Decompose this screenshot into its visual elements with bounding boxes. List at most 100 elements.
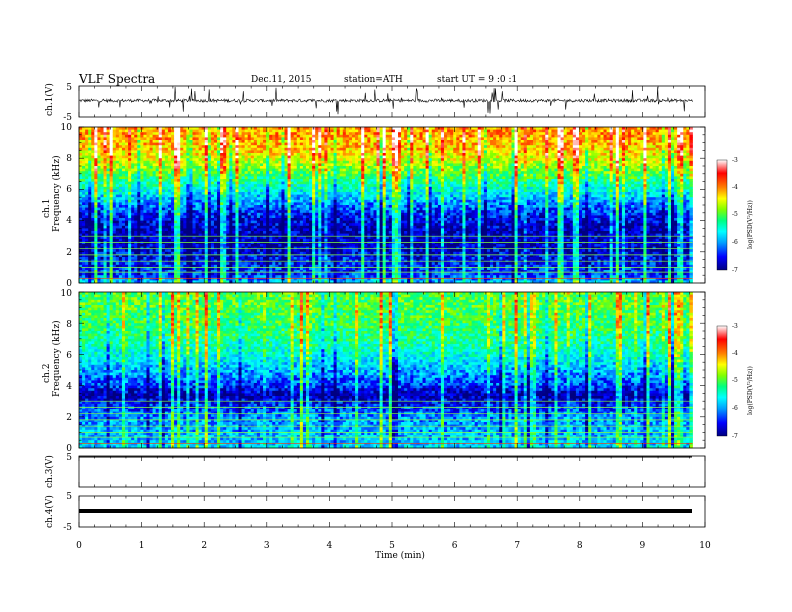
spectrogram-cell	[180, 251, 184, 255]
spectrogram-cell	[112, 231, 117, 234]
spectrogram-cell	[164, 233, 169, 237]
spectrogram-cell	[241, 127, 246, 130]
spectrogram-cell	[229, 257, 233, 260]
spectrogram-cell	[128, 275, 132, 279]
spectrogram-cell	[213, 194, 218, 198]
spectrogram-cell	[177, 220, 181, 224]
spectrogram-cell	[207, 236, 212, 240]
spectrogram-cell	[309, 158, 313, 162]
spectrogram-cell	[309, 249, 313, 253]
spectrogram-cell	[305, 140, 310, 143]
spectrogram-cell	[177, 168, 181, 172]
spectrogram-cell	[315, 275, 319, 279]
spectrogram-cell	[223, 179, 227, 182]
spectrogram-cell	[125, 160, 129, 164]
spectrogram-cell	[287, 197, 292, 201]
spectrogram-cell	[177, 192, 181, 195]
spectrogram-cell	[269, 210, 273, 214]
spectrogram-cell	[278, 134, 282, 138]
spectrogram-cell	[290, 251, 295, 255]
spectrogram-cell	[217, 244, 221, 247]
spectrogram-cell	[134, 153, 138, 156]
spectrogram-cell	[302, 129, 307, 133]
spectrogram-cell	[210, 197, 215, 201]
spectrogram-cell	[198, 189, 203, 193]
spectrogram-cell	[281, 134, 285, 138]
spectrogram-cell	[140, 168, 144, 172]
spectrogram-cell	[177, 246, 181, 250]
spectrogram-cell	[210, 192, 215, 195]
spectrogram-cell	[97, 134, 101, 138]
spectrogram-cell	[330, 127, 334, 130]
spectrogram-cell	[327, 257, 331, 260]
spectrogram-cell	[118, 166, 123, 169]
spectrogram-cell	[167, 246, 172, 250]
spectrogram-cell	[327, 244, 331, 247]
spectrogram-cell	[213, 197, 218, 201]
spectrogram-cell	[143, 176, 147, 180]
spectrogram-cell	[241, 262, 246, 266]
spectrogram-cell	[121, 127, 126, 130]
spectrogram-cell	[192, 275, 196, 279]
spectrogram-cell	[296, 194, 301, 198]
spectrogram-cell	[140, 277, 144, 281]
spectrogram-cell	[266, 210, 270, 214]
spectrogram-cell	[121, 155, 126, 159]
spectrogram-cell	[241, 189, 246, 193]
spectrogram-cell	[247, 238, 252, 242]
spectrogram-cell	[167, 163, 172, 167]
spectrogram-cell	[164, 179, 169, 182]
spectrogram-cell	[137, 215, 141, 219]
spectrogram-cell	[146, 134, 150, 138]
spectrogram-cell	[315, 181, 319, 185]
spectrogram-cell	[85, 179, 89, 182]
spectrogram-cell	[232, 241, 236, 245]
spectrogram-cell	[131, 267, 135, 271]
spectrogram-cell	[299, 197, 304, 201]
spectrogram-cell	[256, 205, 261, 208]
spectrogram-cell	[94, 233, 98, 237]
spectrogram-cell	[174, 264, 178, 268]
spectrogram-cell	[284, 132, 288, 136]
spectrogram-cell	[109, 207, 114, 211]
spectrogram-cell	[299, 272, 304, 276]
spectrogram-cell	[210, 184, 215, 188]
spectrogram-cell	[146, 254, 150, 258]
spectrogram-cell	[263, 176, 267, 180]
spectrogram-cell	[299, 251, 304, 255]
spectrogram-cell	[192, 173, 196, 177]
spectrogram-cell	[195, 142, 200, 146]
spectrogram-cell	[244, 257, 249, 260]
spectrogram-cell	[180, 249, 184, 253]
spectrogram-cell	[177, 179, 181, 182]
spectrogram-cell	[186, 272, 190, 276]
spectrogram-cell	[94, 189, 98, 193]
spectrogram-cell	[247, 129, 252, 133]
spectrogram-cell	[79, 181, 83, 185]
spectrogram-cell	[244, 215, 249, 219]
spectrogram-cell	[272, 231, 276, 234]
spectrogram-cell	[112, 186, 117, 190]
spectrogram-cell	[296, 244, 301, 247]
spectrogram-cell	[272, 218, 276, 221]
spectrogram-cell	[171, 179, 175, 182]
spectrogram-cell	[174, 210, 178, 214]
spectrogram-cell	[213, 267, 218, 271]
spectrogram-cell	[164, 215, 169, 219]
spectrogram-cell	[296, 168, 301, 172]
spectrogram-cell	[183, 264, 187, 268]
spectrogram-cell	[259, 270, 264, 273]
spectrogram-cell	[109, 181, 114, 185]
spectrogram-cell	[174, 241, 178, 245]
spectrogram-cell	[296, 277, 301, 281]
spectrogram-cell	[121, 134, 126, 138]
spectrogram-cell	[128, 218, 132, 221]
spectrogram-cell	[82, 254, 86, 258]
spectrogram-cell	[91, 153, 95, 156]
spectrogram-cell	[229, 197, 233, 201]
spectrogram-cell	[85, 270, 89, 273]
spectrogram-cell	[302, 179, 307, 182]
spectrogram-cell	[272, 192, 276, 195]
spectrogram-cell	[109, 160, 114, 164]
spectrogram-cell	[109, 189, 114, 193]
